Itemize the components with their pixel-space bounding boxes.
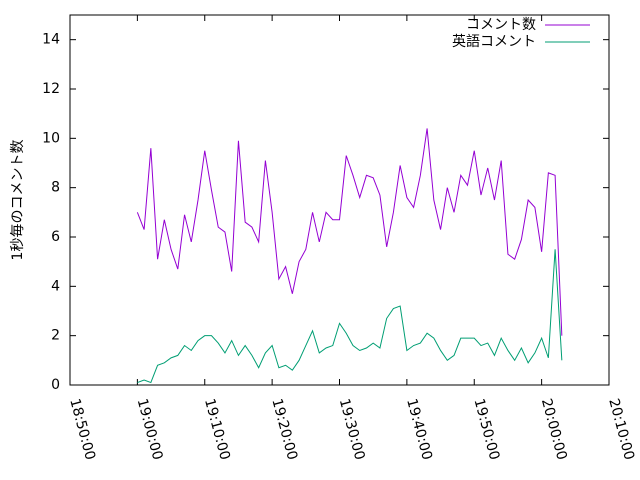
x-tick-label: 19:00:00 [134, 397, 166, 462]
y-tick-label: 0 [51, 377, 60, 393]
y-tick-label: 4 [51, 278, 60, 294]
series-line [136, 128, 563, 336]
x-tick-label: 18:50:00 [66, 397, 98, 462]
y-tick-label: 10 [42, 130, 60, 146]
legend-label: コメント数 [466, 17, 536, 33]
x-tick-label: 19:50:00 [471, 397, 503, 462]
y-axis-label: 1秒毎のコメント数 [10, 140, 26, 261]
y-tick-label: 2 [51, 328, 60, 344]
x-tick-label: 19:10:00 [201, 397, 233, 462]
y-tick-label: 6 [51, 229, 60, 245]
y-tick-label: 14 [42, 32, 60, 48]
x-tick-label: 20:10:00 [605, 397, 637, 462]
y-tick-label: 8 [51, 180, 60, 196]
x-tick-label: 19:30:00 [336, 397, 368, 462]
series-line [137, 249, 563, 384]
x-tick-label: 19:40:00 [403, 397, 435, 462]
x-tick-label: 20:00:00 [538, 397, 570, 462]
y-tick-label: 12 [42, 81, 60, 97]
x-tick-label: 19:20:00 [268, 397, 300, 462]
legend-label: 英語コメント [452, 33, 536, 50]
